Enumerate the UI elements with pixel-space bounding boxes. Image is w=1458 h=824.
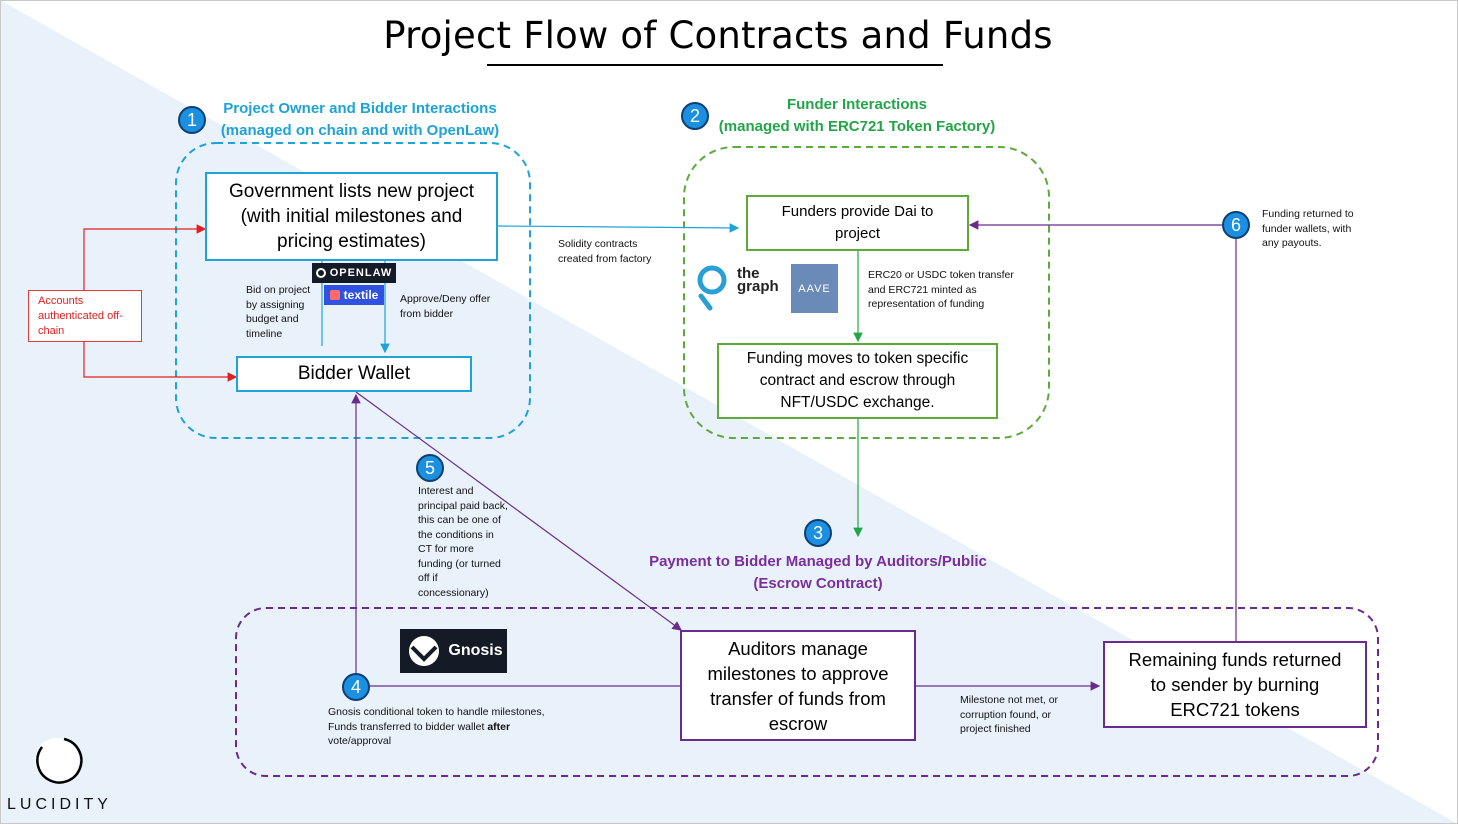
gnosis-logo-text: Gnosis xyxy=(448,642,503,659)
step-3-badge: 3 xyxy=(804,519,832,547)
gnosis-note-emphasis: after xyxy=(487,720,511,733)
gnosis-owl-icon xyxy=(409,636,440,666)
owner-section-label: Project Owner and Bidder Interactions (m… xyxy=(205,98,515,142)
gnosis-note: Gnosis conditional token to handle miles… xyxy=(328,705,568,749)
solidity-note: Solidity contracts created from factory xyxy=(558,238,652,265)
the-graph-text: the graph xyxy=(737,265,779,295)
title-underline xyxy=(487,64,943,66)
gov-to-funders-arrow xyxy=(497,223,740,233)
milestone-note: Milestone not met, or corruption found, … xyxy=(960,694,1059,735)
funder-group-frame xyxy=(683,146,1050,439)
step-1-badge: 1 xyxy=(178,106,206,134)
escrow-group-frame xyxy=(235,607,1379,777)
gnosis-logo-icon: Gnosis xyxy=(400,629,507,673)
gnosis-note-part2: vote/approval xyxy=(328,735,392,747)
lucidity-circle-icon xyxy=(35,737,83,784)
step-2-badge: 2 xyxy=(681,102,709,130)
payment-section-line1: Payment to Bidder Managed by Auditors/Pu… xyxy=(649,553,987,570)
accounts-connector-bottom xyxy=(83,342,238,382)
gnosis-note-part1: Gnosis conditional token to handle miles… xyxy=(328,706,545,733)
the-graph-text-1: the xyxy=(737,265,760,282)
the-graph-text-2: graph xyxy=(737,278,779,295)
funding-moves-box: Funding moves to token specific contract… xyxy=(717,343,998,419)
gov-lists-project-box: Government lists new project (with initi… xyxy=(205,172,498,261)
page-title: Project Flow of Contracts and Funds xyxy=(383,14,1053,57)
owner-group-frame xyxy=(175,142,531,439)
openlaw-ring-icon xyxy=(315,268,326,278)
aave-logo-icon: AAVE xyxy=(791,264,838,313)
lucidity-logo-text: LUCIDITY xyxy=(7,796,112,813)
bidder-wallet-box: Bidder Wallet xyxy=(236,356,472,392)
textile-mark-icon xyxy=(329,290,340,300)
openlaw-logo-icon: OPENLAW xyxy=(312,263,396,283)
accounts-connector-top xyxy=(83,224,207,290)
funding-returned-note: Funding returned to funder wallets, with… xyxy=(1262,208,1354,249)
funder-section-label: Funder Interactions (managed with ERC721… xyxy=(702,94,1012,138)
payment-section-line2: (Escrow Contract) xyxy=(753,575,883,592)
accounts-authenticated-box: Accounts authenticated off-chain xyxy=(28,290,142,342)
owner-section-line1: Project Owner and Bidder Interactions xyxy=(223,100,497,117)
step-5-badge: 5 xyxy=(416,454,444,482)
step-6-badge: 6 xyxy=(1222,211,1250,239)
textile-logo-icon: textile xyxy=(324,285,384,305)
owner-section-line2: (managed on chain and with OpenLaw) xyxy=(220,122,500,139)
erc20-note: ERC20 or USDC token transfer and ERC721 … xyxy=(868,269,1014,310)
funder-section-line2: (managed with ERC721 Token Factory) xyxy=(718,118,996,135)
funder-section-line1: Funder Interactions xyxy=(786,96,928,113)
wallet-to-auditors-arrow xyxy=(355,391,682,631)
step-4-badge: 4 xyxy=(342,673,370,701)
remaining-funds-box: Remaining funds returned to sender by bu… xyxy=(1103,641,1367,728)
funders-provide-dai-box: Funders provide Dai to project xyxy=(746,195,969,251)
auditors-manage-box: Auditors manage milestones to approve tr… xyxy=(680,630,916,741)
payment-section-label: Payment to Bidder Managed by Auditors/Pu… xyxy=(628,551,1008,595)
bid-note: Bid on project by assigning budget and t… xyxy=(246,284,311,340)
interest-note: Interest and principal paid back, this c… xyxy=(418,485,508,599)
textile-logo-text: textile xyxy=(343,288,379,302)
the-graph-mark-icon xyxy=(697,265,727,311)
approve-note: Approve/Deny offer from bidder xyxy=(400,293,491,320)
the-graph-logo-icon: the graph xyxy=(696,264,784,314)
openlaw-logo-text: OPENLAW xyxy=(329,267,393,279)
